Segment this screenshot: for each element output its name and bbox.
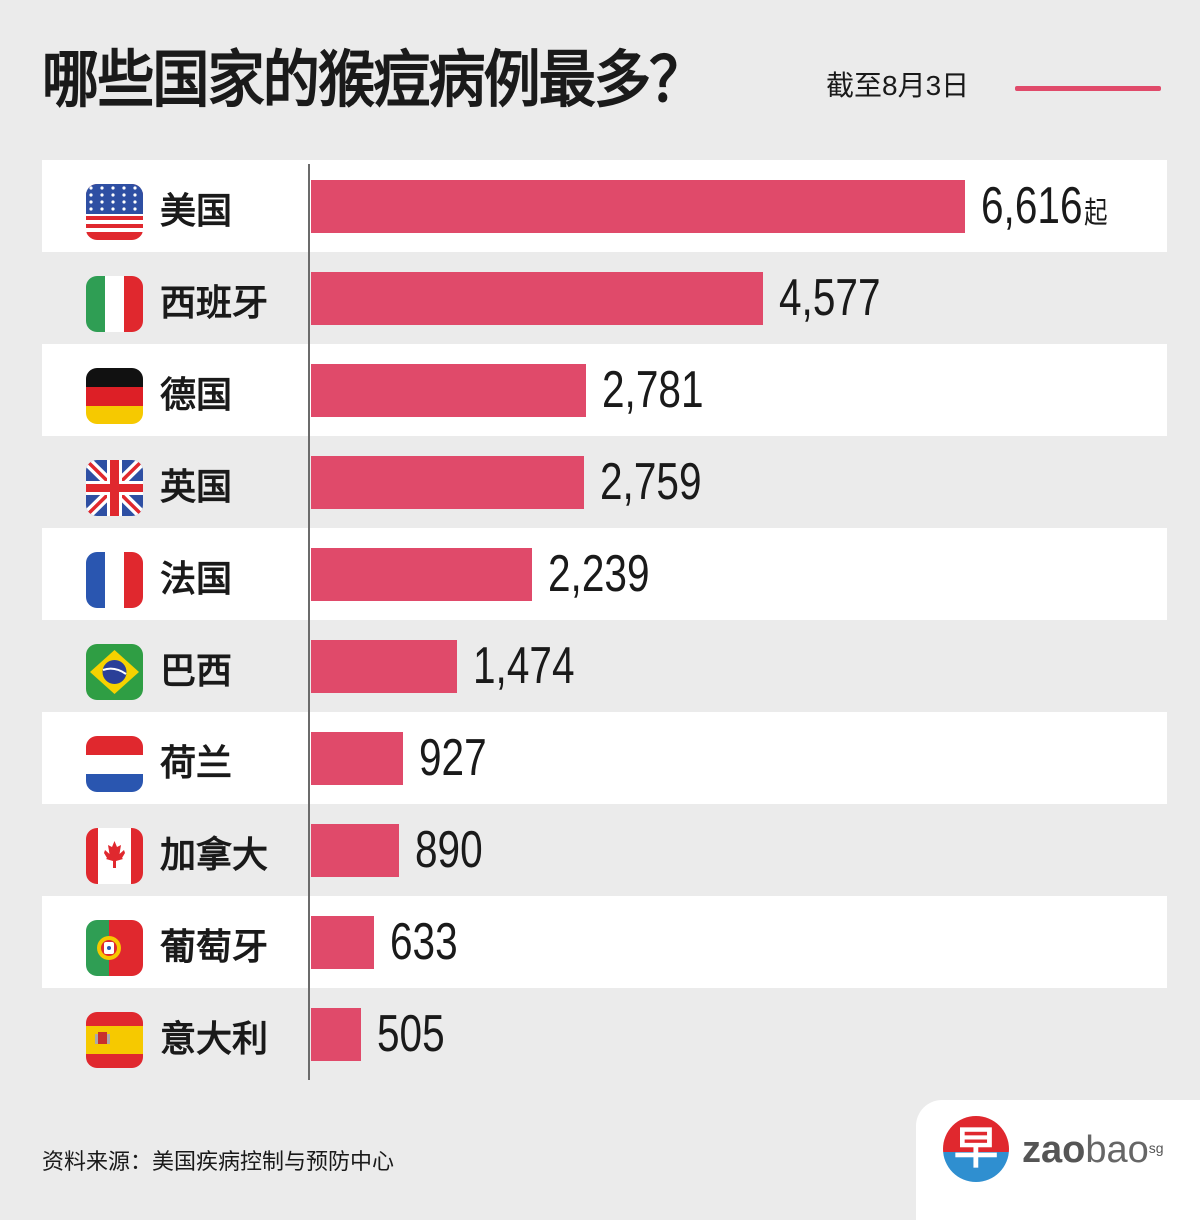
value-number: 4,577 <box>779 269 881 327</box>
data-bar <box>311 364 586 417</box>
value-label: 633 <box>390 910 458 974</box>
chart-row: 德国 2,781 <box>42 344 1167 436</box>
data-bar <box>311 640 457 693</box>
chart-row: 葡萄牙 633 <box>42 896 1167 988</box>
unit-suffix: 起 <box>1084 197 1108 230</box>
value-label: 927 <box>419 726 487 790</box>
us-flag-icon <box>86 184 143 240</box>
value-label: 2,239 <box>548 542 650 606</box>
data-bar <box>311 272 763 325</box>
value-label: 1,474 <box>473 634 575 698</box>
chart-row: 加拿大 890 <box>42 804 1167 896</box>
data-bar <box>311 732 403 785</box>
value-label: 890 <box>415 818 483 882</box>
chart-row: 巴西 1,474 <box>42 620 1167 712</box>
france-flag-icon <box>86 552 143 608</box>
chart-axis-line <box>308 164 310 1080</box>
data-bar <box>311 456 584 509</box>
country-label: 西班牙 <box>160 283 269 324</box>
value-number: 2,759 <box>600 453 702 511</box>
title-accent-rule <box>1015 86 1161 91</box>
value-number: 1,474 <box>473 637 575 695</box>
country-label: 美国 <box>160 191 233 232</box>
brazil-flag-icon <box>86 644 143 700</box>
data-bar <box>311 1008 361 1061</box>
canada-flag-icon <box>86 828 143 884</box>
value-label: 2,781 <box>602 358 704 422</box>
country-label: 德国 <box>160 375 233 416</box>
value-label: 4,577 <box>779 266 881 330</box>
value-number: 6,616 <box>981 177 1083 235</box>
value-number: 2,239 <box>548 545 650 603</box>
data-bar <box>311 180 965 233</box>
country-label: 葡萄牙 <box>160 927 269 968</box>
country-label: 荷兰 <box>160 743 233 784</box>
netherlands-flag-icon <box>86 736 143 792</box>
chart-row: 法国 2,239 <box>42 528 1167 620</box>
chart-row: 荷兰 927 <box>42 712 1167 804</box>
data-bar <box>311 548 532 601</box>
country-label: 加拿大 <box>160 835 269 876</box>
value-label: 6,616起 <box>981 174 1107 246</box>
chart-title: 哪些国家的猴痘病例最多？ <box>42 43 706 116</box>
data-bar <box>311 824 399 877</box>
source-note: 资料来源：美国疾病控制与预防中心 <box>42 1150 395 1175</box>
chart-row: 英国 2,759 <box>42 436 1167 528</box>
value-number: 890 <box>415 821 483 879</box>
data-bar <box>311 916 374 969</box>
country-label: 法国 <box>160 559 233 600</box>
country-label: 意大利 <box>160 1019 269 1060</box>
value-number: 505 <box>377 1005 445 1063</box>
value-label: 505 <box>377 1002 445 1066</box>
chart-subtitle-date: 截至8月3日 <box>826 70 970 101</box>
chart-row: 西班牙 4,577 <box>42 252 1167 344</box>
value-number: 633 <box>390 913 458 971</box>
zaobao-wordmark: zaobaosg <box>1022 1129 1164 1171</box>
chart-row: 意大利 505 <box>42 988 1167 1080</box>
bar-chart: 美国 6,616起西班牙 4,577 德国 2,781 英国 2,759 法国 2,239 巴西 1… <box>42 160 1167 1080</box>
spain-flag-icon <box>86 1012 143 1068</box>
value-number: 927 <box>419 729 487 787</box>
portugal-flag-icon <box>86 920 143 976</box>
uk-flag-icon <box>86 460 143 516</box>
country-label: 巴西 <box>160 651 233 692</box>
country-label: 英国 <box>160 467 233 508</box>
chart-row: 美国 6,616起 <box>42 160 1167 252</box>
value-label: 2,759 <box>600 450 702 514</box>
zaobao-logo-icon: 早 <box>943 1116 1009 1182</box>
italy-flag-icon <box>86 276 143 332</box>
value-number: 2,781 <box>602 361 704 419</box>
germany-flag-icon <box>86 368 143 424</box>
